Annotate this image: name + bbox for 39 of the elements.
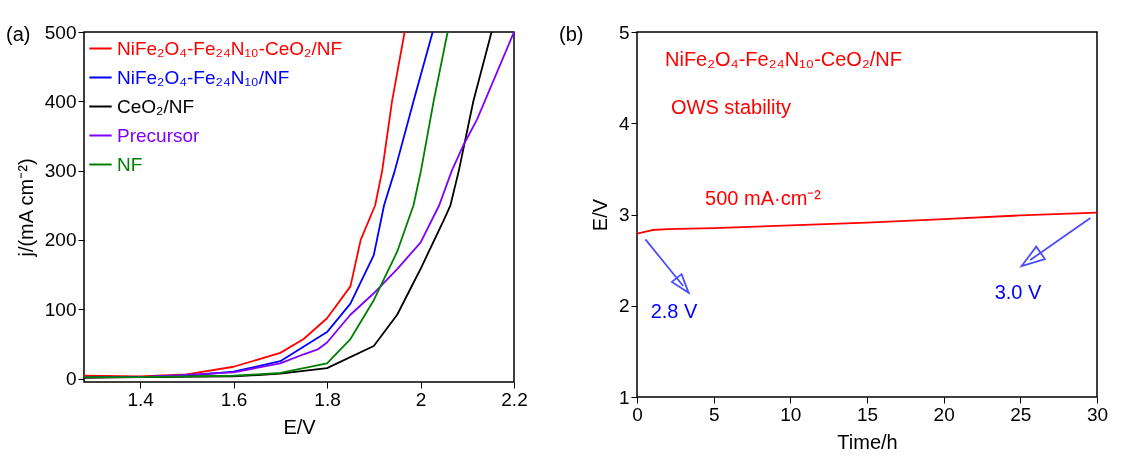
y-tick-label: 4 xyxy=(618,112,630,134)
chart-title: (b) xyxy=(559,23,584,45)
annotation: 500 mA·cm⁻² xyxy=(705,187,822,209)
y-tick-label: 300 xyxy=(44,160,77,182)
y-tick-label: 200 xyxy=(44,229,77,251)
legend-label: NiFe₂O₄-Fe₂₄N₁₀/NF xyxy=(117,66,290,88)
y-tick-label: 5 xyxy=(618,21,630,43)
x-tick-label: 1.4 xyxy=(127,388,155,410)
y-tick-label: 500 xyxy=(44,21,77,43)
y-tick-label: 2 xyxy=(618,295,630,317)
y-tick-label: 100 xyxy=(44,298,77,320)
x-tick-label: 15 xyxy=(856,403,879,425)
y-tick-label: 3 xyxy=(618,204,630,225)
y-axis-title: E/V xyxy=(588,198,611,232)
x-tick-label: 20 xyxy=(933,403,955,425)
annotation: NiFe₂O₄-Fe₂₄N₁₀-CeO₂/NF xyxy=(665,48,902,70)
y-tick-label: 0 xyxy=(65,368,77,390)
x-tick-label: 2.2 xyxy=(501,388,528,410)
x-tick-label: 10 xyxy=(780,403,802,425)
x-tick-label: 30 xyxy=(1086,403,1109,425)
chart-title: (a) xyxy=(6,23,31,45)
y-tick-label: 400 xyxy=(44,90,77,112)
legend-label: CeO₂/NF xyxy=(117,95,195,117)
x-tick-label: 1.8 xyxy=(314,388,341,410)
x-axis-title: E/V xyxy=(283,415,317,438)
x-axis-title: Time/h xyxy=(837,430,898,453)
line-series xyxy=(637,211,1097,235)
legend-label: NiFe₂O₄-Fe₂₄N₁₀-CeO₂/NF xyxy=(117,37,343,59)
annotation: 2.8 V xyxy=(650,300,699,322)
annotation: 3.0 V xyxy=(994,281,1043,303)
x-tick-label: 2 xyxy=(415,388,427,410)
x-tick-label: 1.6 xyxy=(220,388,248,410)
legend-label: NF xyxy=(117,153,143,175)
x-tick-label: 25 xyxy=(1010,403,1032,425)
legend-label: Precursor xyxy=(117,124,201,146)
y-tick-label: 1 xyxy=(618,386,630,408)
annotation: OWS stability xyxy=(671,96,792,118)
x-tick-label: 5 xyxy=(708,403,720,425)
y-axis-title: j/(mA cm⁻²) xyxy=(14,158,37,258)
